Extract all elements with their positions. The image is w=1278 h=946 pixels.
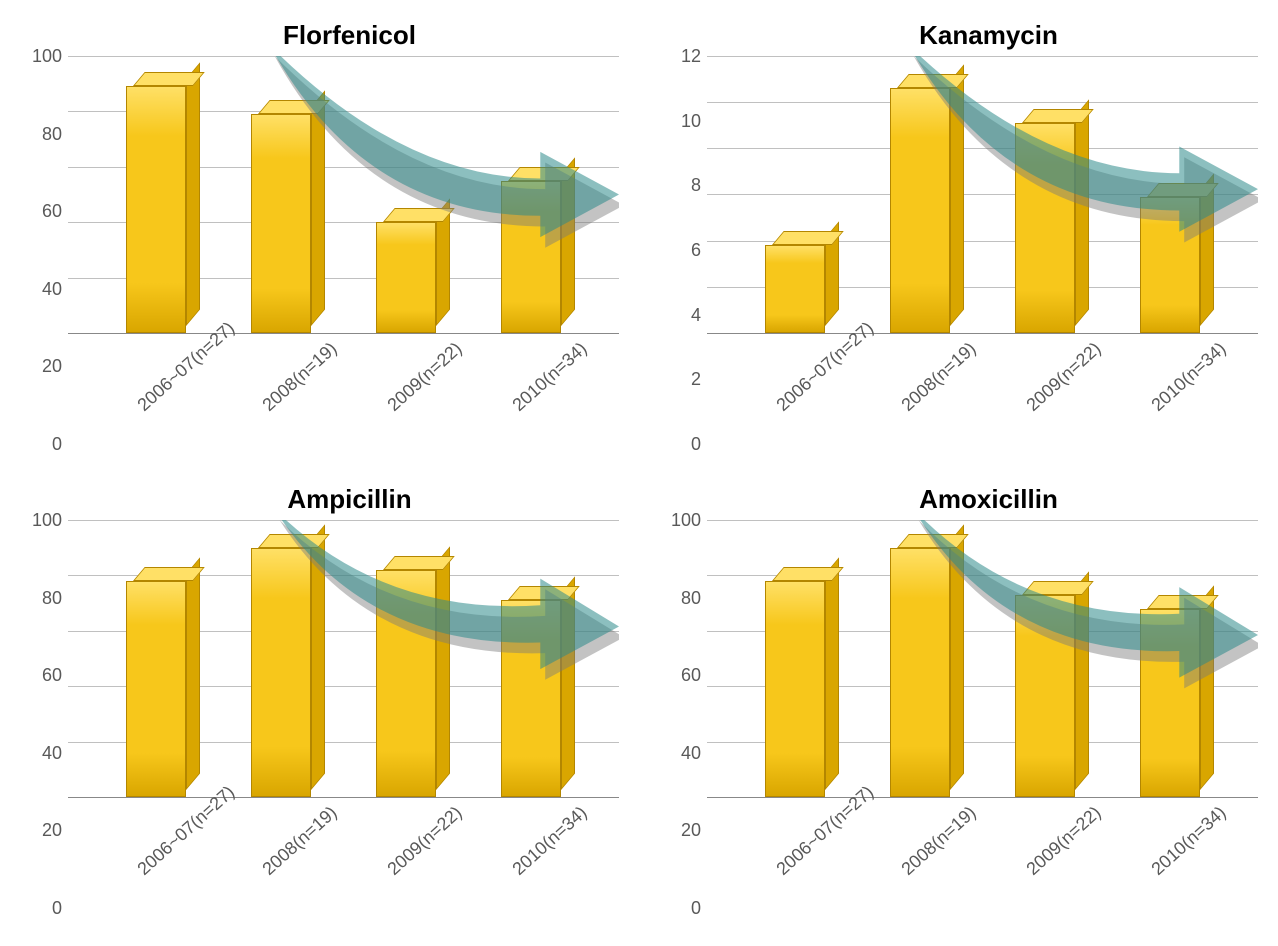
- x-labels: 2006~07(n=27)2008(n=19)2009(n=22)2010(n=…: [68, 798, 619, 908]
- bar: [1140, 609, 1200, 797]
- x-tick-label: 2010(n=34): [1148, 360, 1266, 482]
- bars: [68, 56, 619, 333]
- x-labels: 2006~07(n=27)2008(n=19)2009(n=22)2010(n=…: [68, 334, 619, 444]
- chart-grid: Florfenicol 020406080100 2006~07(n=27)20…: [20, 20, 1258, 908]
- chart-panel-florfenicol: Florfenicol 020406080100 2006~07(n=27)20…: [20, 20, 619, 444]
- y-axis: 020406080100: [659, 520, 707, 908]
- plot-area: [707, 520, 1258, 798]
- x-tick-label: 2008(n=19): [258, 360, 376, 482]
- bar: [765, 581, 825, 797]
- bar: [376, 222, 436, 333]
- bars: [68, 520, 619, 797]
- bar: [251, 548, 311, 797]
- bar: [1015, 595, 1075, 797]
- chart-title: Florfenicol: [20, 20, 619, 51]
- plot-area: [68, 56, 619, 334]
- x-tick-label: 2008(n=19): [897, 360, 1015, 482]
- y-axis: 024681012: [659, 56, 707, 444]
- chart-panel-amoxicillin: Amoxicillin 020406080100 2006~07(n=27)20…: [659, 484, 1258, 908]
- bar: [890, 548, 950, 797]
- plot-area: [707, 56, 1258, 334]
- chart-body: 024681012 2006~07(n=27)2008(n=19)2009(n=…: [659, 56, 1258, 444]
- plot-wrap: 2006~07(n=27)2008(n=19)2009(n=22)2010(n=…: [68, 56, 619, 444]
- y-axis: 020406080100: [20, 520, 68, 908]
- bar: [251, 114, 311, 333]
- bar: [501, 181, 561, 333]
- bar: [1140, 197, 1200, 333]
- x-labels: 2006~07(n=27)2008(n=19)2009(n=22)2010(n=…: [707, 334, 1258, 444]
- plot-wrap: 2006~07(n=27)2008(n=19)2009(n=22)2010(n=…: [68, 520, 619, 908]
- bar: [890, 88, 950, 333]
- x-labels: 2006~07(n=27)2008(n=19)2009(n=22)2010(n=…: [707, 798, 1258, 908]
- bars: [707, 56, 1258, 333]
- bar: [376, 570, 436, 797]
- x-tick-label: 2009(n=22): [1023, 360, 1141, 482]
- chart-body: 020406080100 2006~07(n=27)2008(n=19)2009…: [659, 520, 1258, 908]
- chart-title: Amoxicillin: [659, 484, 1258, 515]
- chart-body: 020406080100 2006~07(n=27)2008(n=19)2009…: [20, 520, 619, 908]
- chart-title: Kanamycin: [659, 20, 1258, 51]
- x-tick-label: 2010(n=34): [509, 360, 627, 482]
- chart-panel-ampicillin: Ampicillin 020406080100 2006~07(n=27)200…: [20, 484, 619, 908]
- bar: [765, 245, 825, 333]
- bar: [126, 86, 186, 333]
- plot-wrap: 2006~07(n=27)2008(n=19)2009(n=22)2010(n=…: [707, 56, 1258, 444]
- x-tick-label: 2006~07(n=27): [772, 360, 890, 482]
- x-tick-label: 2006~07(n=27): [133, 360, 251, 482]
- plot-wrap: 2006~07(n=27)2008(n=19)2009(n=22)2010(n=…: [707, 520, 1258, 908]
- bar: [501, 600, 561, 797]
- bars: [707, 520, 1258, 797]
- x-tick-label: 2009(n=22): [384, 360, 502, 482]
- bar: [1015, 123, 1075, 333]
- chart-body: 020406080100 2006~07(n=27)2008(n=19)2009…: [20, 56, 619, 444]
- chart-title: Ampicillin: [20, 484, 619, 515]
- y-axis: 020406080100: [20, 56, 68, 444]
- chart-panel-kanamycin: Kanamycin 024681012 2006~07(n=27)2008(n=…: [659, 20, 1258, 444]
- bar: [126, 581, 186, 797]
- plot-area: [68, 520, 619, 798]
